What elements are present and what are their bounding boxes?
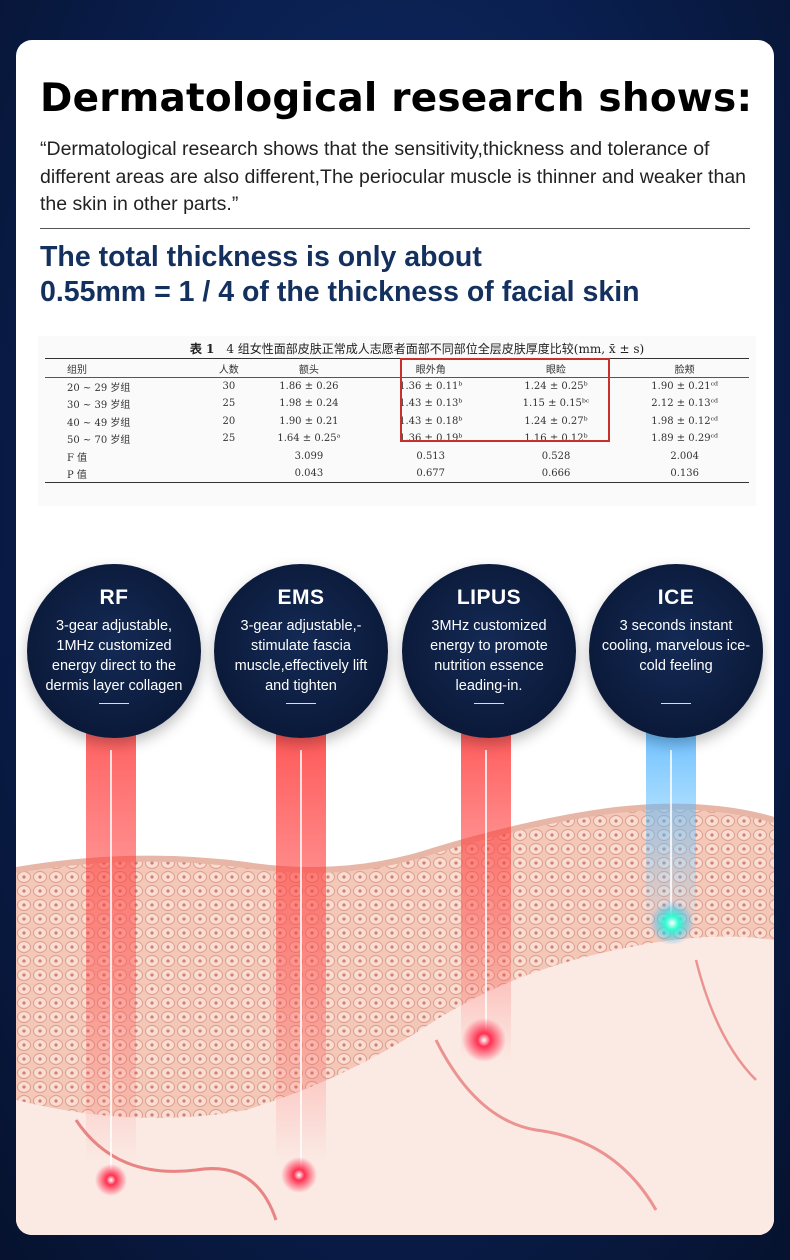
ice-feature-bubble: ICE 3 seconds instant cooling, marvelous…	[589, 564, 763, 738]
table-cell: 0.513	[416, 450, 446, 462]
table-cell: P 值	[67, 470, 87, 481]
table-cell: 1.98 ± 0.24	[279, 398, 339, 410]
table-cell: 1.36 ± 0.11ᵇ	[399, 381, 463, 392]
subhead-line-2: 0.55mm = 1 / 4 of the thickness of facia…	[40, 276, 640, 308]
table-row: P 值 0.043 0.677 0.666 0.136	[45, 465, 749, 483]
feature-desc: 3 seconds instant cooling, marvelous ice…	[601, 618, 751, 674]
feature-underline	[474, 702, 504, 704]
table-cell: 25	[222, 433, 236, 445]
table-cell: 25	[222, 398, 236, 410]
table-header: 额头	[248, 358, 370, 378]
table-cell	[210, 465, 249, 483]
table-cell: 1.43 ± 0.13ᵇ	[399, 398, 463, 410]
table-cell: 30 ~ 39 岁组	[67, 400, 131, 412]
table-row: 30 ~ 39 岁组 25 1.98 ± 0.24 1.43 ± 0.13ᵇ 1…	[45, 395, 749, 413]
content-card: Dermatological research shows: “Dermatol…	[16, 40, 774, 1235]
feature-title: LIPUS	[456, 586, 522, 609]
table-caption-text: 4 组女性面部皮肤正常成人志愿者面部不同部位全层皮肤厚度比较(mm, x̄ ± …	[226, 342, 645, 356]
table-header: 脸颊	[620, 358, 749, 378]
feature-title: EMS	[277, 586, 325, 609]
table-row: 20 ~ 29 岁组 30 1.86 ± 0.26 1.36 ± 0.11ᵇ 1…	[45, 378, 749, 396]
feature-desc: 3MHz customized energy to promote nutrit…	[430, 618, 548, 694]
table-cell: 1.15 ± 0.15ᵇᶜ	[522, 398, 590, 410]
feature-title: RF	[99, 586, 129, 609]
feature-underline	[99, 702, 129, 704]
table-cell: 0.136	[670, 468, 699, 479]
study-table-image: 表 1 4 组女性面部皮肤正常成人志愿者面部不同部位全层皮肤厚度比较(mm, x̄…	[38, 336, 756, 506]
table-header: 人数	[209, 358, 249, 378]
table-cell: 2.12 ± 0.13ᶜᵈ	[651, 398, 719, 410]
table-row: 50 ~ 70 岁组 25 1.64 ± 0.25ᵃ 1.36 ± 0.19ᵇ …	[45, 430, 749, 448]
table-cell: 0.043	[294, 468, 324, 479]
table-label: 表 1	[189, 342, 215, 356]
table-cell: 1.90 ± 0.21	[279, 415, 339, 427]
table-cell: 20 ~ 29 岁组	[67, 383, 131, 394]
table-cell: 1.24 ± 0.27ᵇ	[524, 415, 588, 427]
table-cell	[210, 448, 249, 466]
subhead-line-1: The total thickness is only about	[40, 241, 482, 273]
thickness-subhead: The total thickness is only about 0.55mm…	[40, 240, 760, 310]
table-cell: 1.36 ± 0.19ᵇ	[399, 433, 463, 445]
table-cell: 1.98 ± 0.12ᶜᵈ	[651, 415, 719, 427]
ems-glow	[281, 1157, 317, 1193]
table-cell: F 值	[67, 452, 88, 464]
table-cell: 1.24 ± 0.25ᵇ	[524, 381, 588, 392]
highlight-box	[400, 358, 610, 442]
table-cell: 2.004	[670, 450, 699, 462]
table-cell: 0.677	[416, 468, 446, 479]
feature-desc: 3-gear adjustable,- stimulate fascia mus…	[234, 618, 368, 694]
table-cell: 1.64 ± 0.25ᵃ	[277, 433, 341, 445]
table-cell: 0.528	[541, 450, 571, 462]
rf-glow	[95, 1164, 127, 1196]
table-cell: 0.666	[541, 468, 571, 479]
table-cell: 3.099	[294, 450, 324, 462]
table-cell: 1.86 ± 0.26	[279, 381, 339, 392]
skin-illustration: RF 3-gear adjustable, 1MHz customized en…	[16, 520, 774, 1235]
feature-underline	[661, 702, 691, 704]
feature-underline	[286, 702, 316, 704]
table-header-row: 组别 人数 额头 眼外角 眼睑 脸颊	[45, 358, 749, 378]
table-cell: 20	[222, 415, 236, 427]
ems-feature-bubble: EMS 3-gear adjustable,- stimulate fascia…	[214, 564, 388, 738]
table-cell: 1.89 ± 0.29ᶜᵈ	[651, 433, 719, 445]
table-cell: 1.16 ± 0.12ᵇ	[524, 433, 588, 445]
table-caption: 表 1 4 组女性面部皮肤正常成人志愿者面部不同部位全层皮肤厚度比较(mm, x̄…	[78, 340, 756, 358]
table-row: 40 ~ 49 岁组 20 1.90 ± 0.21 1.43 ± 0.18ᵇ 1…	[45, 413, 749, 431]
table-row: F 值 3.099 0.513 0.528 2.004	[45, 448, 749, 466]
table-cell: 50 ~ 70 岁组	[67, 435, 131, 447]
thickness-table: 组别 人数 额头 眼外角 眼睑 脸颊 20 ~ 29 岁组 30 1.86 ± …	[45, 358, 749, 483]
table-cell: 1.43 ± 0.18ᵇ	[399, 415, 463, 427]
skin-layers-graphic	[16, 700, 774, 1235]
table-cell: 40 ~ 49 岁组	[67, 417, 131, 429]
table-cell: 30	[222, 381, 236, 392]
feature-desc: 3-gear adjustable, 1MHz customized energ…	[45, 618, 183, 694]
rf-feature-bubble: RF 3-gear adjustable, 1MHz customized en…	[27, 564, 201, 738]
divider	[40, 228, 750, 229]
feature-title: ICE	[657, 586, 695, 609]
ice-glow	[650, 901, 694, 945]
table-cell: 1.90 ± 0.21ᶜᵈ	[651, 381, 719, 392]
lipus-glow	[462, 1018, 506, 1062]
headline: Dermatological research shows:	[40, 76, 753, 121]
table-header: 眼睑	[491, 358, 621, 378]
table-header: 组别	[45, 358, 210, 378]
lipus-feature-bubble: LIPUS 3MHz customized energy to promote …	[402, 564, 576, 738]
research-quote: “Dermatological research shows that the …	[40, 138, 747, 215]
